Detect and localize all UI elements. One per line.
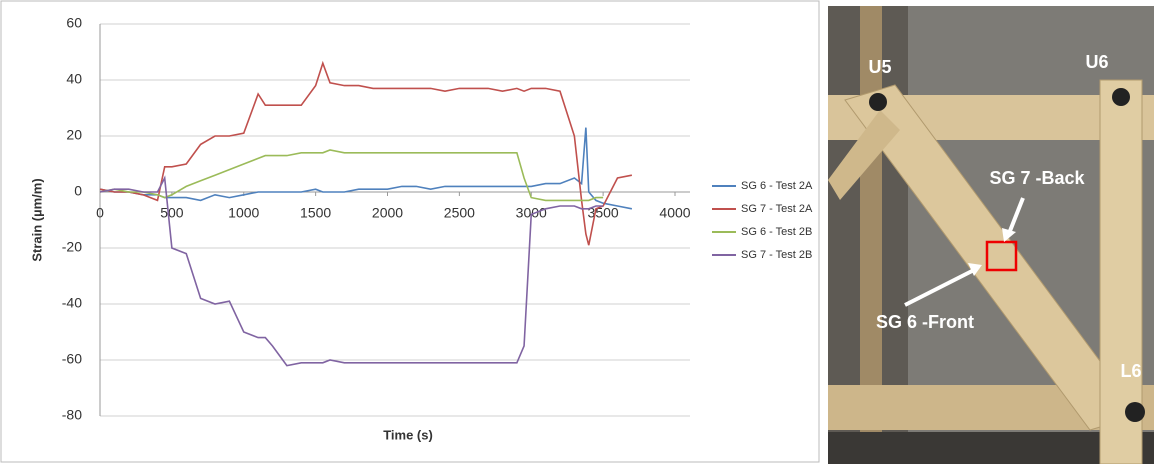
series-line: [99, 175, 604, 367]
x-tick-label: 0: [96, 205, 104, 221]
chart-frame: [0, 0, 820, 463]
y-tick-label: 60: [66, 15, 82, 31]
y-tick-label: -20: [62, 239, 82, 255]
bolt: [1125, 402, 1145, 422]
bolt: [869, 93, 887, 111]
photo-label: L6: [1120, 361, 1141, 381]
arrow-head: [1002, 228, 1016, 242]
legend-label: SG 7 - Test 2A: [741, 203, 813, 215]
y-tick-label: 20: [66, 127, 82, 143]
legend-label: SG 7 - Test 2B: [741, 249, 812, 261]
bolt: [1112, 88, 1130, 106]
x-tick-label: 2500: [444, 205, 475, 221]
x-tick-label: 3000: [516, 205, 547, 221]
x-tick-label: 500: [160, 205, 184, 221]
y-tick-label: 0: [74, 183, 82, 199]
x-tick-label: 4000: [659, 205, 690, 221]
y-tick-label: 40: [66, 71, 82, 87]
arrow: [1006, 197, 1025, 237]
series-line: [99, 149, 604, 202]
photo-label: SG 7 -Back: [989, 168, 1085, 188]
photo-label: SG 6 -Front: [876, 312, 974, 332]
x-tick-label: 2000: [372, 205, 403, 221]
series-line: [99, 127, 633, 210]
x-axis-title: Time (s): [383, 427, 433, 442]
legend-label: SG 6 - Test 2A: [741, 180, 813, 192]
y-axis-title: Strain (µm/m): [29, 178, 44, 261]
arrow: [904, 268, 975, 307]
photo: U5 U6 SG 7 -Back SG 6 -Front L6: [828, 6, 1154, 465]
gauge-box: [985, 240, 1018, 272]
y-tick-label: -40: [62, 295, 82, 311]
photo-label: U6: [1085, 52, 1108, 72]
y-tick-label: -60: [62, 351, 82, 367]
post: [1099, 79, 1143, 465]
x-tick-label: 1000: [228, 205, 259, 221]
beam: [828, 110, 900, 200]
series-line: [99, 60, 633, 246]
arrow-head: [968, 263, 982, 276]
photo-label: U5: [868, 57, 891, 77]
x-tick-label: 1500: [300, 205, 331, 221]
legend-label: SG 6 - Test 2B: [741, 226, 812, 238]
y-tick-label: -80: [62, 407, 82, 423]
